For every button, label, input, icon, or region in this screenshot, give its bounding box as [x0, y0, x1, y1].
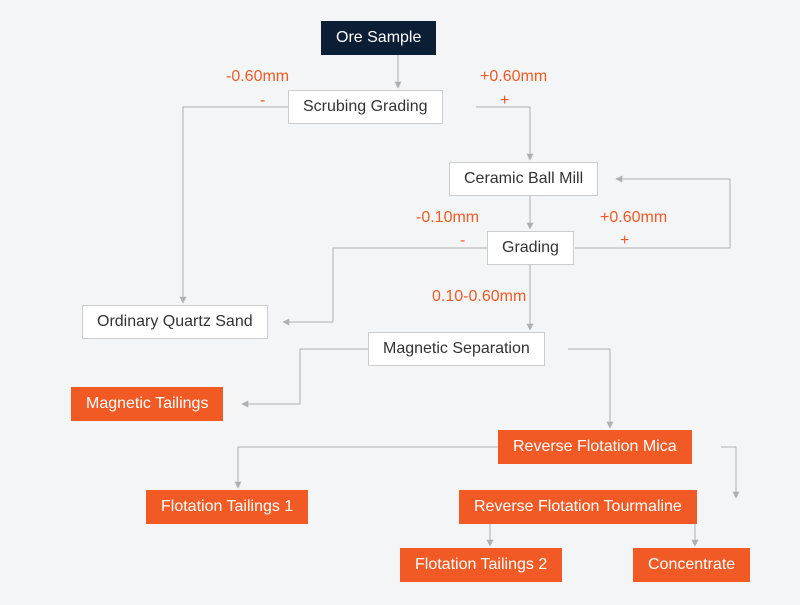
node-magnetic-tailings: Magnetic Tailings [71, 387, 223, 421]
node-concentrate: Concentrate [633, 548, 750, 582]
label-plus-2: + [620, 232, 629, 250]
node-grading: Grading [487, 231, 574, 265]
node-flotation-tailings-2: Flotation Tailings 2 [400, 548, 562, 582]
node-magnetic-separation: Magnetic Separation [368, 332, 545, 366]
label-plus-060: +0.60mm [480, 68, 547, 86]
label-range-060: 0.10-0.60mm [432, 288, 526, 306]
label-minus-2: - [460, 232, 465, 250]
node-ore-sample: Ore Sample [321, 21, 436, 55]
label-minus-060: -0.60mm [226, 68, 289, 86]
label-plus-060b: +0.60mm [600, 209, 667, 227]
node-reverse-flotation-mica: Reverse Flotation Mica [498, 430, 692, 464]
node-ordinary-quartz-sand: Ordinary Quartz Sand [82, 305, 268, 339]
node-scrubing-grading: Scrubing Grading [288, 90, 443, 124]
node-reverse-flotation-tourmaline: Reverse Flotation Tourmaline [459, 490, 697, 524]
node-flotation-tailings-1: Flotation Tailings 1 [146, 490, 308, 524]
label-plus-1: + [500, 92, 509, 110]
node-ceramic-ball-mill: Ceramic Ball Mill [449, 162, 598, 196]
label-minus-1: - [260, 92, 265, 110]
label-minus-010: -0.10mm [416, 209, 479, 227]
